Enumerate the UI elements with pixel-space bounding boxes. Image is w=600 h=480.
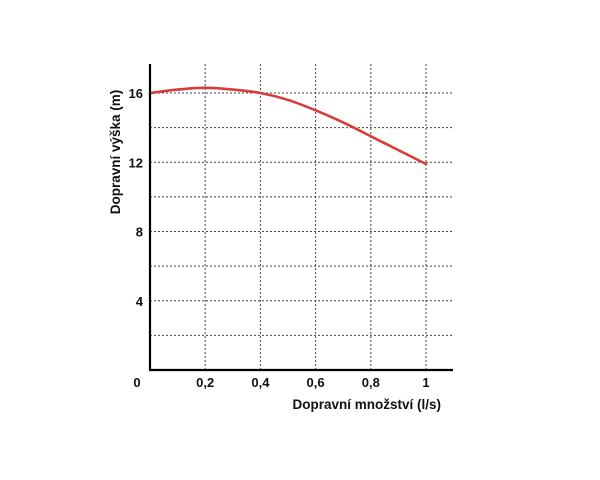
x-tick-label: 1 xyxy=(422,375,429,390)
y-tick-label: 16 xyxy=(129,86,143,101)
axes xyxy=(148,64,453,372)
y-tick-label: 4 xyxy=(136,294,144,309)
x-axis-title: Dopravní množství (l/s) xyxy=(292,397,441,412)
tick-labels: 0,2 0,4 0,6 0,8 1 4 8 12 16 xyxy=(129,86,430,390)
series-curves xyxy=(148,86,428,166)
x-tick-label: 0,4 xyxy=(251,375,270,390)
x-tick-label: 0,2 xyxy=(196,375,214,390)
y-tick-label: 12 xyxy=(129,155,143,170)
y-axis-title: Dopravní výška (m) xyxy=(108,90,123,215)
y-tick-label: 8 xyxy=(136,225,143,240)
x-tick-label: 0,8 xyxy=(362,375,380,390)
grid-lines xyxy=(150,64,453,370)
origin-tick-label: 0 xyxy=(133,375,140,390)
pump-curve-line xyxy=(148,86,428,166)
x-tick-label: 0,6 xyxy=(307,375,325,390)
